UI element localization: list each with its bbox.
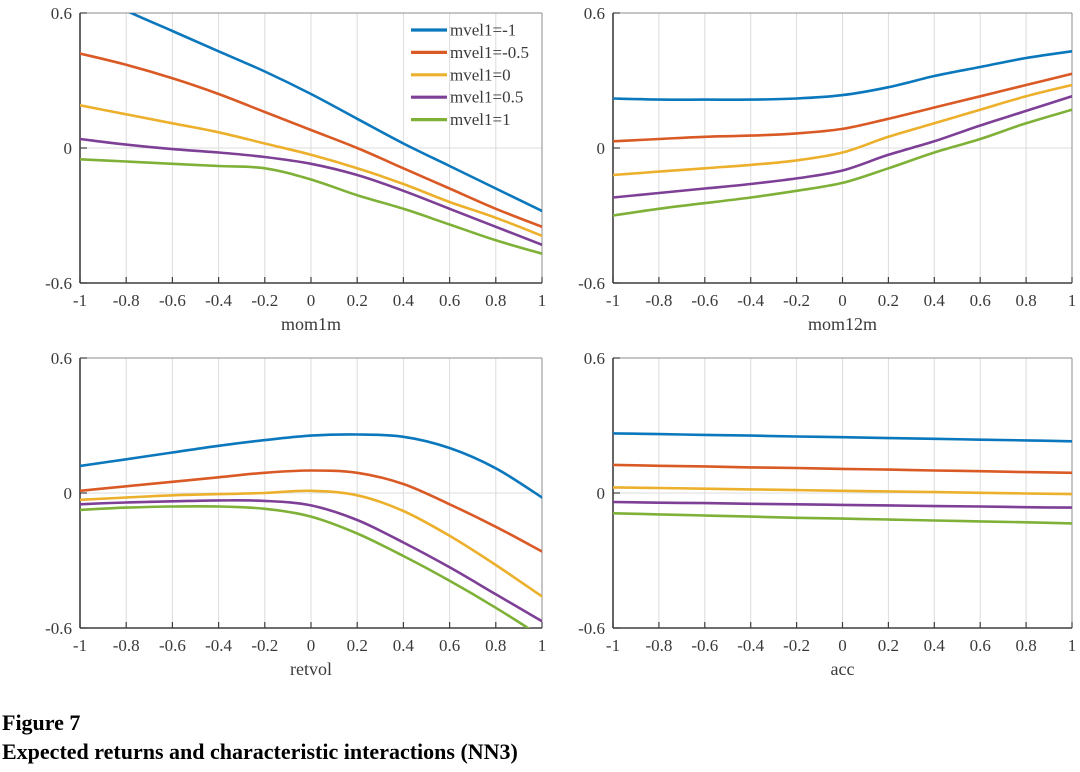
x-tick-label: -0.4 — [205, 636, 232, 655]
series-line-mvel1=0 — [80, 489, 542, 598]
legend: mvel1=-1 mvel1=-0.5 mvel1=0 mvel1=0.5 mvel1=… — [411, 21, 529, 129]
series-line-mvel1=1 — [613, 511, 1072, 525]
x-tick-label: 1 — [538, 636, 547, 655]
series-line-mvel1=0 — [613, 486, 1072, 496]
x-tick-label: -1 — [606, 636, 620, 655]
y-tick-label: 0.6 — [51, 349, 72, 368]
x-tick-label: -0.8 — [113, 291, 140, 310]
x-tick-label: -0.8 — [645, 636, 672, 655]
x-axis-label: mom12m — [808, 314, 877, 334]
series-line-mvel1=1 — [80, 504, 531, 628]
x-tick-label: 0.4 — [393, 636, 415, 655]
x-tick-label: 0 — [307, 291, 316, 310]
series-line-mvel1=-1 — [613, 432, 1072, 443]
y-tick-label: -0.6 — [45, 274, 72, 293]
chart-retvol: -1 -0.8 -0.6 -0.4 -0.2 0 0.2 0.4 0.6 0.8 1 0.6 0 -0.6… — [45, 349, 546, 679]
x-tick-label: -0.8 — [113, 636, 140, 655]
charts-canvas: -1 -0.8 -0.6 -0.4 -0.2 0 0.2 0.4 0.6 0.8 1 0.6 0 -0.6… — [45, 4, 1076, 679]
series-line-mvel1=0.5 — [613, 500, 1072, 509]
figure-caption: Figure 7 Expected returns and characteri… — [2, 708, 518, 766]
x-tick-label: -0.2 — [783, 636, 810, 655]
x-tick-label: -1 — [73, 636, 87, 655]
series-line-mvel1=-1 — [128, 13, 542, 213]
y-tick-label: -0.6 — [578, 274, 605, 293]
x-tick-label: -0.2 — [783, 291, 810, 310]
x-tick-label: -0.6 — [691, 636, 718, 655]
y-tick-label: 0 — [64, 139, 73, 158]
x-tick-label: 1 — [538, 291, 547, 310]
y-tick-label: -0.6 — [578, 619, 605, 638]
x-tick-label: 0.8 — [1015, 291, 1036, 310]
series-line-mvel1=1 — [80, 158, 542, 255]
series-line-mvel1=1 — [613, 108, 1072, 217]
x-axis-label: retvol — [290, 659, 332, 679]
x-tick-label: 0.4 — [924, 291, 946, 310]
x-tick-label: 0.4 — [924, 636, 946, 655]
x-tick-label: 0.2 — [878, 291, 899, 310]
x-tick-label: 0.2 — [347, 636, 368, 655]
chart-acc: -1 -0.8 -0.6 -0.4 -0.2 0 0.2 0.4 0.6 0.8 1 0.6 0 -0.6… — [578, 349, 1076, 679]
legend-label: mvel1=1 — [450, 110, 511, 129]
series-line-mvel1=0.5 — [80, 499, 542, 623]
x-tick-label: 0.2 — [878, 636, 899, 655]
x-tick-label: -0.4 — [737, 291, 764, 310]
x-tick-label: 0.8 — [485, 291, 506, 310]
x-tick-label: 1 — [1068, 291, 1077, 310]
x-tick-label: 0 — [838, 291, 847, 310]
figure-title: Expected returns and characteristic inte… — [2, 739, 518, 764]
y-tick-label: 0.6 — [584, 349, 605, 368]
x-tick-label: 1 — [1068, 636, 1077, 655]
y-tick-label: -0.6 — [45, 619, 72, 638]
x-tick-label: -1 — [73, 291, 87, 310]
x-tick-label: -1 — [606, 291, 620, 310]
series-line-mvel1=0 — [613, 83, 1072, 177]
x-tick-label: 0.8 — [1015, 636, 1036, 655]
series-line-mvel1=-0.5 — [613, 463, 1072, 475]
y-tick-label: 0.6 — [51, 4, 72, 23]
x-tick-label: -0.4 — [737, 636, 764, 655]
x-axis-label: acc — [831, 659, 855, 679]
chart-mom12m: -1 -0.8 -0.6 -0.4 -0.2 0 0.2 0.4 0.6 0.8 1 0.6 0 -0.6… — [578, 4, 1076, 334]
y-tick-label: 0 — [64, 484, 73, 503]
x-tick-label: 0 — [838, 636, 847, 655]
chart-mom1m: -1 -0.8 -0.6 -0.4 -0.2 0 0.2 0.4 0.6 0.8 1 0.6 0 -0.6… — [45, 4, 547, 334]
x-tick-label: -0.4 — [205, 291, 232, 310]
legend-label: mvel1=0.5 — [450, 88, 523, 107]
series-line-mvel1=0.5 — [613, 95, 1072, 199]
x-tick-label: 0 — [307, 636, 316, 655]
x-tick-label: 0.6 — [439, 291, 460, 310]
series-line-mvel1=-1 — [613, 50, 1072, 101]
x-tick-label: -0.6 — [159, 291, 186, 310]
series-line-mvel1=-0.5 — [80, 469, 542, 553]
legend-label: mvel1=-1 — [450, 21, 516, 40]
x-tick-label: -0.2 — [251, 636, 278, 655]
legend-label: mvel1=0 — [450, 65, 511, 84]
y-tick-label: 0 — [597, 484, 606, 503]
series-line-mvel1=-1 — [80, 433, 542, 499]
x-tick-label: -0.8 — [645, 291, 672, 310]
x-axis-label: mom1m — [281, 314, 341, 334]
series-line-mvel1=0 — [80, 104, 542, 238]
x-tick-label: 0.4 — [393, 291, 415, 310]
y-tick-label: 0 — [597, 139, 606, 158]
x-tick-label: -0.6 — [691, 291, 718, 310]
x-tick-label: 0.6 — [970, 291, 991, 310]
x-tick-label: 0.6 — [970, 636, 991, 655]
x-tick-label: 0.6 — [439, 636, 460, 655]
series-line-mvel1=0.5 — [80, 137, 542, 247]
figure-label: Figure 7 — [2, 710, 81, 735]
series-line-mvel1=-0.5 — [613, 72, 1072, 143]
x-tick-label: 0.2 — [347, 291, 368, 310]
x-tick-label: 0.8 — [485, 636, 506, 655]
x-tick-label: -0.6 — [159, 636, 186, 655]
legend-label: mvel1=-0.5 — [450, 43, 529, 62]
series-line-mvel1=-0.5 — [80, 52, 542, 229]
y-tick-label: 0.6 — [584, 4, 605, 23]
x-tick-label: -0.2 — [251, 291, 278, 310]
